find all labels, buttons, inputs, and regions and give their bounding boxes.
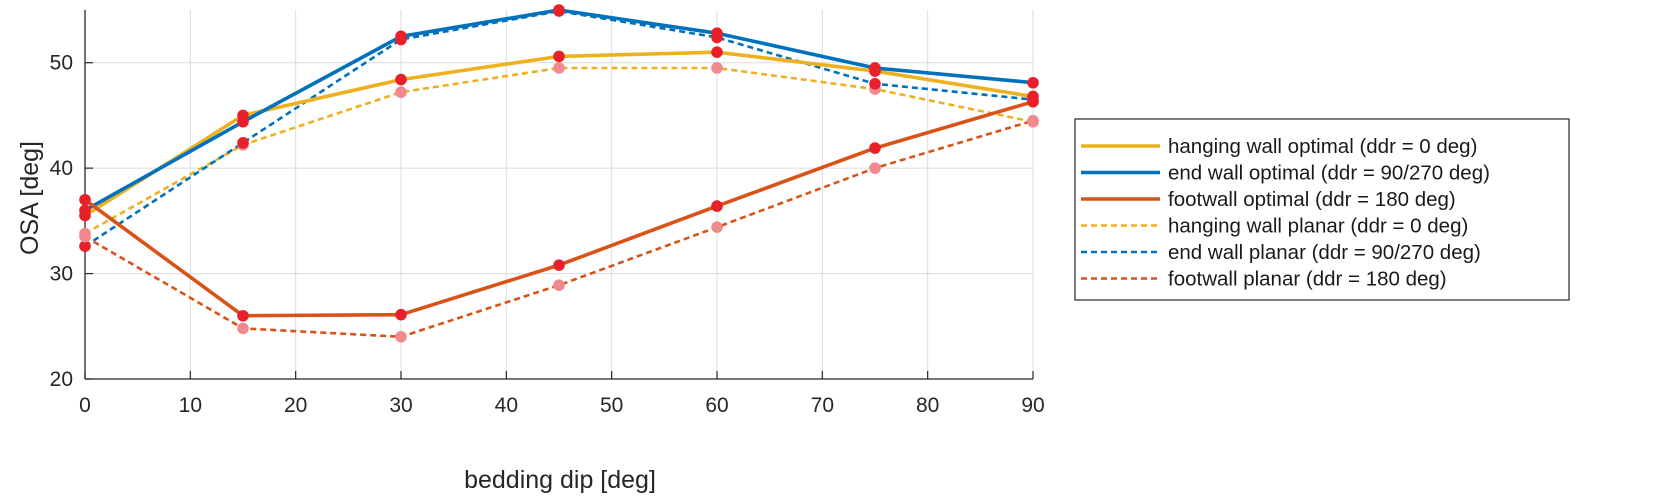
legend-entry-hanging-wall-planar: hanging wall planar (ddr = 0 deg) [1168,215,1468,238]
data-point-footwall-planar [711,221,723,233]
data-point-footwall-optimal [711,200,723,212]
x-tick-label: 10 [179,394,202,417]
data-point-footwall-planar [1027,114,1039,127]
data-point-end-wall-planar [869,78,881,90]
data-point-end-wall-optimal [553,4,565,16]
data-point-end-wall-optimal [711,27,723,39]
data-point-end-wall-planar [79,240,91,252]
data-point-hanging-wall-optimal [395,73,407,86]
data-point-footwall-planar [553,279,565,291]
x-tick-label: 0 [79,394,91,417]
data-point-footwall-optimal [79,193,91,206]
data-point-end-wall-optimal [395,30,407,43]
data-point-hanging-wall-planar [553,62,565,74]
data-point-footwall-planar [869,162,881,174]
data-point-hanging-wall-optimal [711,46,723,58]
data-point-end-wall-planar [237,137,249,149]
tick-labels: 0 10 20 30 40 50 60 70 80 90 20 30 40 50 [50,52,1045,417]
x-tick-label: 20 [284,394,307,417]
data-point-footwall-optimal [237,309,249,322]
legend-entry-end-wall-planar: end wall planar (ddr = 90/270 deg) [1168,241,1481,264]
x-tick-label: 90 [1021,394,1044,417]
x-tick-label: 40 [495,394,518,417]
legend-box [1074,118,1570,301]
x-axis-label: bedding dip [deg] [464,466,656,494]
data-point-footwall-planar [395,331,407,343]
series-line-hanging-wall-planar [84,66,1034,235]
x-tick-label: 50 [600,394,623,417]
x-tick-label: 60 [705,394,728,417]
y-tick-label: 50 [50,52,73,75]
data-point-footwall-optimal [1027,95,1039,108]
series-line-hanging-wall-optimal [84,50,1034,218]
data-point-footwall-optimal [869,142,881,154]
data-point-end-wall-optimal [869,62,881,74]
legend-entry-end-wall-optimal: end wall optimal (ddr = 90/270 deg) [1168,162,1490,185]
data-point-footwall-optimal [553,259,565,271]
data-point-footwall-planar [79,230,91,243]
data-point-hanging-wall-optimal [553,50,565,63]
legend: hanging wall optimal (ddr = 0 deg) end wa… [1074,118,1570,301]
data-point-footwall-planar [237,322,249,335]
data-point-end-wall-optimal [79,204,91,217]
y-tick-label: 30 [50,263,73,286]
y-axis-label: OSA [deg] [16,141,44,255]
legend-entry-hanging-wall-optimal: hanging wall optimal (ddr = 0 deg) [1168,135,1477,158]
data-point-end-wall-optimal [1027,76,1039,89]
legend-entry-footwall-planar: footwall planar (ddr = 180 deg) [1168,268,1447,291]
data-point-hanging-wall-planar [711,62,723,74]
data-point-end-wall-optimal [237,115,249,128]
data-markers [79,4,1039,343]
x-tick-label: 70 [811,394,834,417]
y-tick-label: 20 [50,368,73,391]
series-line-end-wall-optimal [84,8,1034,212]
data-point-hanging-wall-planar [395,86,407,99]
y-tick-label: 40 [50,157,73,180]
x-tick-label: 30 [389,394,412,417]
legend-entry-footwall-optimal: footwall optimal (ddr = 180 deg) [1168,188,1456,211]
x-tick-label: 80 [916,394,939,417]
data-point-footwall-optimal [395,308,407,321]
